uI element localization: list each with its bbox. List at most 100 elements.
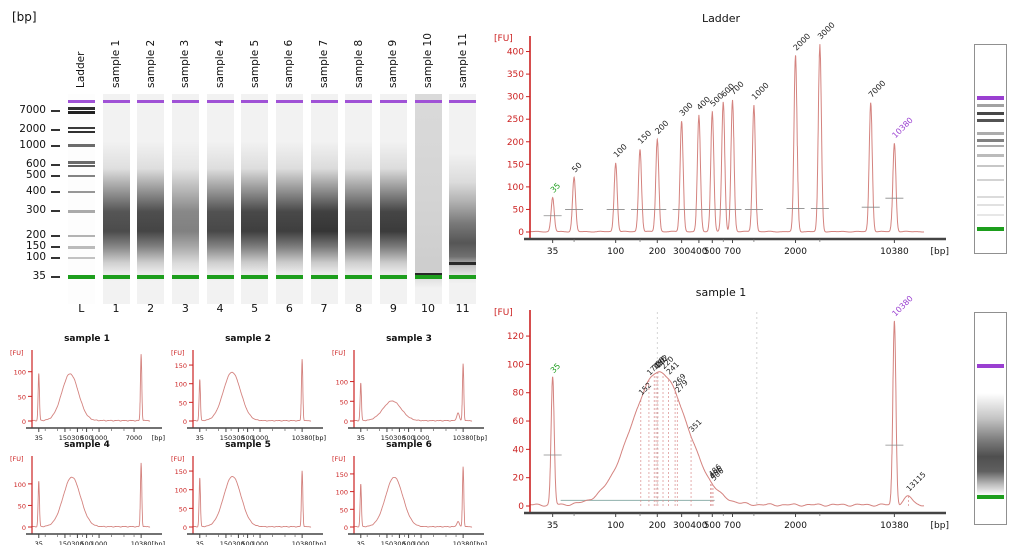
- svg-text:2000: 2000: [784, 247, 807, 257]
- svg-text:60: 60: [513, 417, 525, 427]
- svg-text:400: 400: [690, 521, 707, 531]
- svg-text:300: 300: [507, 93, 524, 103]
- svg-text:[bp]: [bp]: [474, 540, 487, 545]
- svg-text:[bp]: [bp]: [313, 540, 326, 545]
- svg-text:0: 0: [22, 418, 26, 426]
- gel-lane-sample-6: [275, 94, 303, 304]
- lane-footer-5: 5: [251, 302, 259, 315]
- strip-band: [977, 112, 1004, 115]
- gel-axis-tick: [51, 246, 60, 249]
- svg-text:500: 500: [704, 521, 721, 531]
- svg-text:1000: 1000: [252, 434, 269, 442]
- svg-text:100: 100: [175, 487, 187, 495]
- ladder-gel-strip: [974, 44, 1007, 254]
- svg-text:300: 300: [678, 101, 695, 118]
- gel-lane-sample-3: [171, 94, 199, 304]
- svg-text:150: 150: [59, 434, 71, 442]
- lane-header-sample-8: sample 8: [352, 39, 365, 88]
- lane-smear: [137, 94, 165, 290]
- gel-axis-tick: [51, 174, 60, 177]
- ladder-band: [67, 164, 95, 168]
- svg-text:[FU]: [FU]: [10, 455, 24, 463]
- svg-text:300: 300: [393, 434, 405, 442]
- gel-lane-sample-5: [241, 94, 269, 304]
- svg-text:500: 500: [80, 434, 92, 442]
- lane-smear: [449, 94, 477, 290]
- gel-lane-sample-11: [449, 94, 477, 304]
- lane-header-sample-2: sample 2: [144, 39, 157, 88]
- svg-text:150: 150: [636, 129, 653, 146]
- upper-marker-band: [241, 99, 269, 103]
- svg-text:300: 300: [232, 434, 244, 442]
- upper-marker-band: [449, 99, 477, 103]
- svg-text:10380: 10380: [880, 247, 909, 257]
- svg-text:35: 35: [196, 540, 204, 545]
- upper-marker-band: [67, 99, 95, 103]
- svg-text:100: 100: [607, 521, 624, 531]
- lane-band: [414, 272, 442, 276]
- ladder-band: [67, 234, 95, 238]
- svg-text:120: 120: [507, 332, 524, 342]
- upper-marker-band: [379, 99, 407, 103]
- svg-text:2000: 2000: [792, 32, 813, 53]
- svg-text:200: 200: [649, 247, 666, 257]
- lane-footer-8: 8: [355, 302, 363, 315]
- svg-text:400: 400: [507, 48, 524, 58]
- strip-band: [977, 179, 1004, 182]
- strip-band: [977, 144, 1004, 148]
- sample 3-svg: 0 50 100 [FU] 35 150 3005001000 10380 [bp]: [332, 349, 487, 442]
- svg-text:[bp]: [bp]: [152, 540, 165, 545]
- svg-text:0: 0: [344, 418, 348, 426]
- svg-text:35: 35: [547, 521, 558, 531]
- svg-text:[FU]: [FU]: [332, 349, 346, 357]
- svg-text:500: 500: [402, 540, 414, 545]
- svg-text:100: 100: [14, 481, 26, 489]
- svg-text:10380: 10380: [890, 116, 914, 140]
- ladder-band: [67, 246, 95, 249]
- svg-text:300: 300: [673, 521, 690, 531]
- ladder-band: [67, 130, 95, 134]
- gel-lane-sample-8: [345, 94, 373, 304]
- upper-marker-band: [414, 99, 442, 103]
- gel-axis-tick: [51, 256, 60, 259]
- lane-smear: [102, 94, 130, 290]
- svg-text:300: 300: [71, 540, 83, 545]
- upper-marker-band: [345, 99, 373, 103]
- lane-header-sample-3: sample 3: [179, 39, 192, 88]
- lane-footer-9: 9: [389, 302, 397, 315]
- lower-marker-band: [171, 275, 199, 280]
- thumbnail-sample-6: sample 6 0 50 100 150 [FU] 35 150 300 500 1000 1038…: [330, 440, 488, 545]
- svg-text:300: 300: [71, 434, 83, 442]
- svg-text:150: 150: [381, 434, 393, 442]
- gel-axis-tick: [51, 275, 60, 278]
- gel-axis-label-600: 600: [25, 158, 46, 170]
- thumbnail-sample-5: sample 5 0 50 100 150 [FU] 35 150 300 500 1000 1038…: [169, 440, 327, 545]
- svg-text:13115: 13115: [904, 470, 927, 493]
- svg-text:150: 150: [175, 468, 187, 476]
- gel-axis-label-400: 400: [25, 184, 46, 197]
- sample1-chart-plot: 152 174 190 196 202 220 241 269 279 351 486 496 506 1…: [492, 294, 950, 538]
- svg-text:1000: 1000: [91, 540, 108, 545]
- thumbnail-title: sample 3: [386, 334, 432, 344]
- upper-marker-band: [137, 99, 165, 103]
- sample-thumbnails: sample 1 0 50 100 [FU] 35 150 300 500 1000 7000 [bp…: [6, 332, 488, 545]
- lane-smear: [310, 94, 338, 290]
- lane-header-sample-11: sample 11: [456, 33, 469, 88]
- lane-smear: [275, 94, 303, 290]
- strip-smear: [977, 313, 1004, 524]
- svg-text:400: 400: [690, 247, 707, 257]
- thumbnail-plot: 0 50 100 [FU] 35 150 300 500 1000 7000 [bp]: [8, 347, 166, 442]
- upper-marker-band: [171, 99, 199, 103]
- svg-text:[bp]: [bp]: [152, 434, 165, 442]
- lane-header-sample-5: sample 5: [248, 39, 261, 88]
- ladder-band: [67, 210, 95, 213]
- svg-text:1000: 1000: [252, 540, 269, 545]
- strip-band: [977, 213, 1004, 216]
- thumbnail-sample-1: sample 1 0 50 100 [FU] 35 150 300 500 1000 7000 [bp…: [8, 334, 166, 442]
- svg-text:2000: 2000: [784, 521, 807, 531]
- svg-text:500: 500: [241, 540, 253, 545]
- lower-marker-band: [275, 275, 303, 280]
- strip-band: [977, 138, 1004, 142]
- ladder-band: [67, 174, 95, 178]
- lane-header-sample-7: sample 7: [318, 39, 330, 88]
